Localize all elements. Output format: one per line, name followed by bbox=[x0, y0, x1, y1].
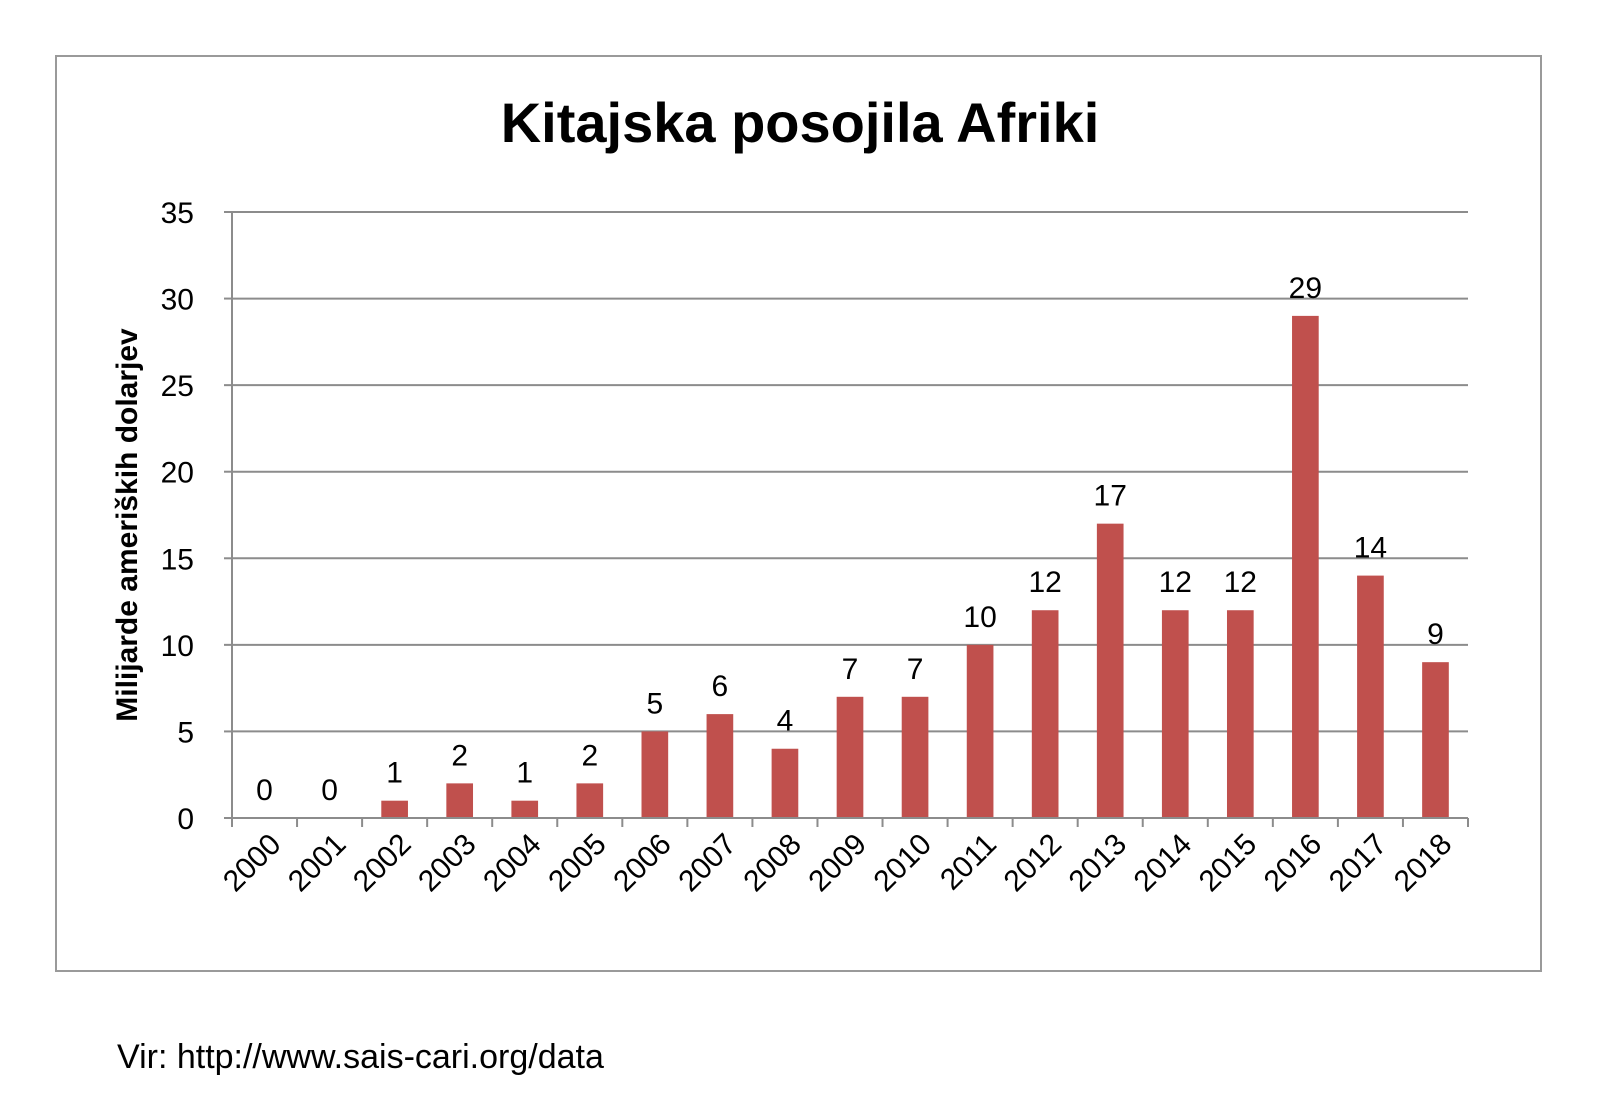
data-label-2018: 9 bbox=[1427, 618, 1444, 651]
data-label-2009: 7 bbox=[842, 653, 859, 686]
data-label-2017: 14 bbox=[1354, 532, 1387, 565]
data-label-2006: 5 bbox=[646, 687, 663, 720]
data-label-2012: 12 bbox=[1028, 566, 1061, 599]
x-tick-label-2008: 2008 bbox=[737, 828, 808, 899]
bar-2003 bbox=[446, 783, 474, 818]
bar-2014 bbox=[1161, 610, 1189, 818]
bar-2017 bbox=[1357, 575, 1384, 818]
axes: 0510152025303520002001200220032004200520… bbox=[161, 197, 1469, 899]
bar-2016 bbox=[1292, 315, 1319, 818]
x-tick-label-2010: 2010 bbox=[867, 828, 938, 899]
data-label-2002: 1 bbox=[386, 757, 403, 790]
bar-2013 bbox=[1096, 523, 1124, 818]
x-tick-label-2015: 2015 bbox=[1193, 828, 1264, 899]
chart-title: Kitajska posojila Afriki bbox=[500, 91, 1100, 154]
data-label-2000: 0 bbox=[256, 774, 273, 807]
gridlines bbox=[232, 211, 1468, 733]
source-note: Vir: http://www.sais-cari.org/data bbox=[117, 1038, 604, 1076]
data-label-2016: 29 bbox=[1289, 272, 1322, 305]
bar-2004 bbox=[511, 800, 539, 818]
x-tick-label-2011: 2011 bbox=[934, 828, 1003, 897]
bar-2002 bbox=[381, 800, 408, 818]
x-tick-label-2012: 2012 bbox=[998, 828, 1069, 899]
x-tick-label-2002: 2002 bbox=[347, 828, 418, 899]
y-tick-label: 20 bbox=[161, 457, 194, 490]
y-tick-label: 30 bbox=[161, 284, 194, 317]
bar-2007 bbox=[706, 714, 734, 818]
x-tick-label-2018: 2018 bbox=[1388, 828, 1459, 899]
x-tick-label-2016: 2016 bbox=[1258, 828, 1329, 899]
x-tick-label-2007: 2007 bbox=[672, 828, 743, 899]
y-tick-label: 10 bbox=[161, 630, 194, 663]
x-tick-label-2005: 2005 bbox=[542, 828, 613, 899]
bar-2005 bbox=[576, 783, 604, 818]
x-tick-label-2017: 2017 bbox=[1323, 828, 1394, 899]
data-label-2005: 2 bbox=[581, 739, 598, 772]
x-tick-label-2001: 2001 bbox=[282, 828, 353, 899]
bars bbox=[381, 315, 1449, 818]
y-tick-label: 15 bbox=[161, 543, 194, 576]
data-label-2014: 12 bbox=[1159, 566, 1192, 599]
x-tick-label-2004: 2004 bbox=[477, 828, 548, 899]
data-label-2008: 4 bbox=[777, 705, 794, 738]
bar-2008 bbox=[771, 748, 799, 818]
x-tick-label-2006: 2006 bbox=[607, 828, 678, 899]
x-tick-label-2009: 2009 bbox=[802, 828, 873, 899]
bar-2012 bbox=[1031, 610, 1059, 818]
bar-2010 bbox=[901, 696, 929, 818]
data-label-2013: 17 bbox=[1094, 480, 1127, 513]
x-tick-label-2014: 2014 bbox=[1128, 828, 1199, 899]
y-tick-label: 25 bbox=[161, 370, 194, 403]
data-label-2015: 12 bbox=[1224, 566, 1257, 599]
x-tick-label-2013: 2013 bbox=[1063, 828, 1134, 899]
x-tick-label-2003: 2003 bbox=[412, 828, 483, 899]
data-label-2010: 7 bbox=[907, 653, 924, 686]
data-label-2004: 1 bbox=[516, 757, 533, 790]
data-label-2003: 2 bbox=[451, 739, 468, 772]
bar-2015 bbox=[1226, 610, 1254, 818]
y-tick-label: 0 bbox=[177, 803, 194, 836]
x-tick-label-2000: 2000 bbox=[217, 828, 288, 899]
data-label-2001: 0 bbox=[321, 774, 338, 807]
y-tick-label: 35 bbox=[161, 197, 194, 230]
bar-2009 bbox=[836, 696, 864, 818]
data-label-2007: 6 bbox=[712, 670, 729, 703]
bar-2018 bbox=[1422, 662, 1449, 818]
bar-2006 bbox=[641, 731, 669, 818]
bar-2011 bbox=[966, 644, 994, 818]
data-label-2011: 10 bbox=[963, 601, 996, 634]
y-tick-label: 5 bbox=[177, 716, 194, 749]
